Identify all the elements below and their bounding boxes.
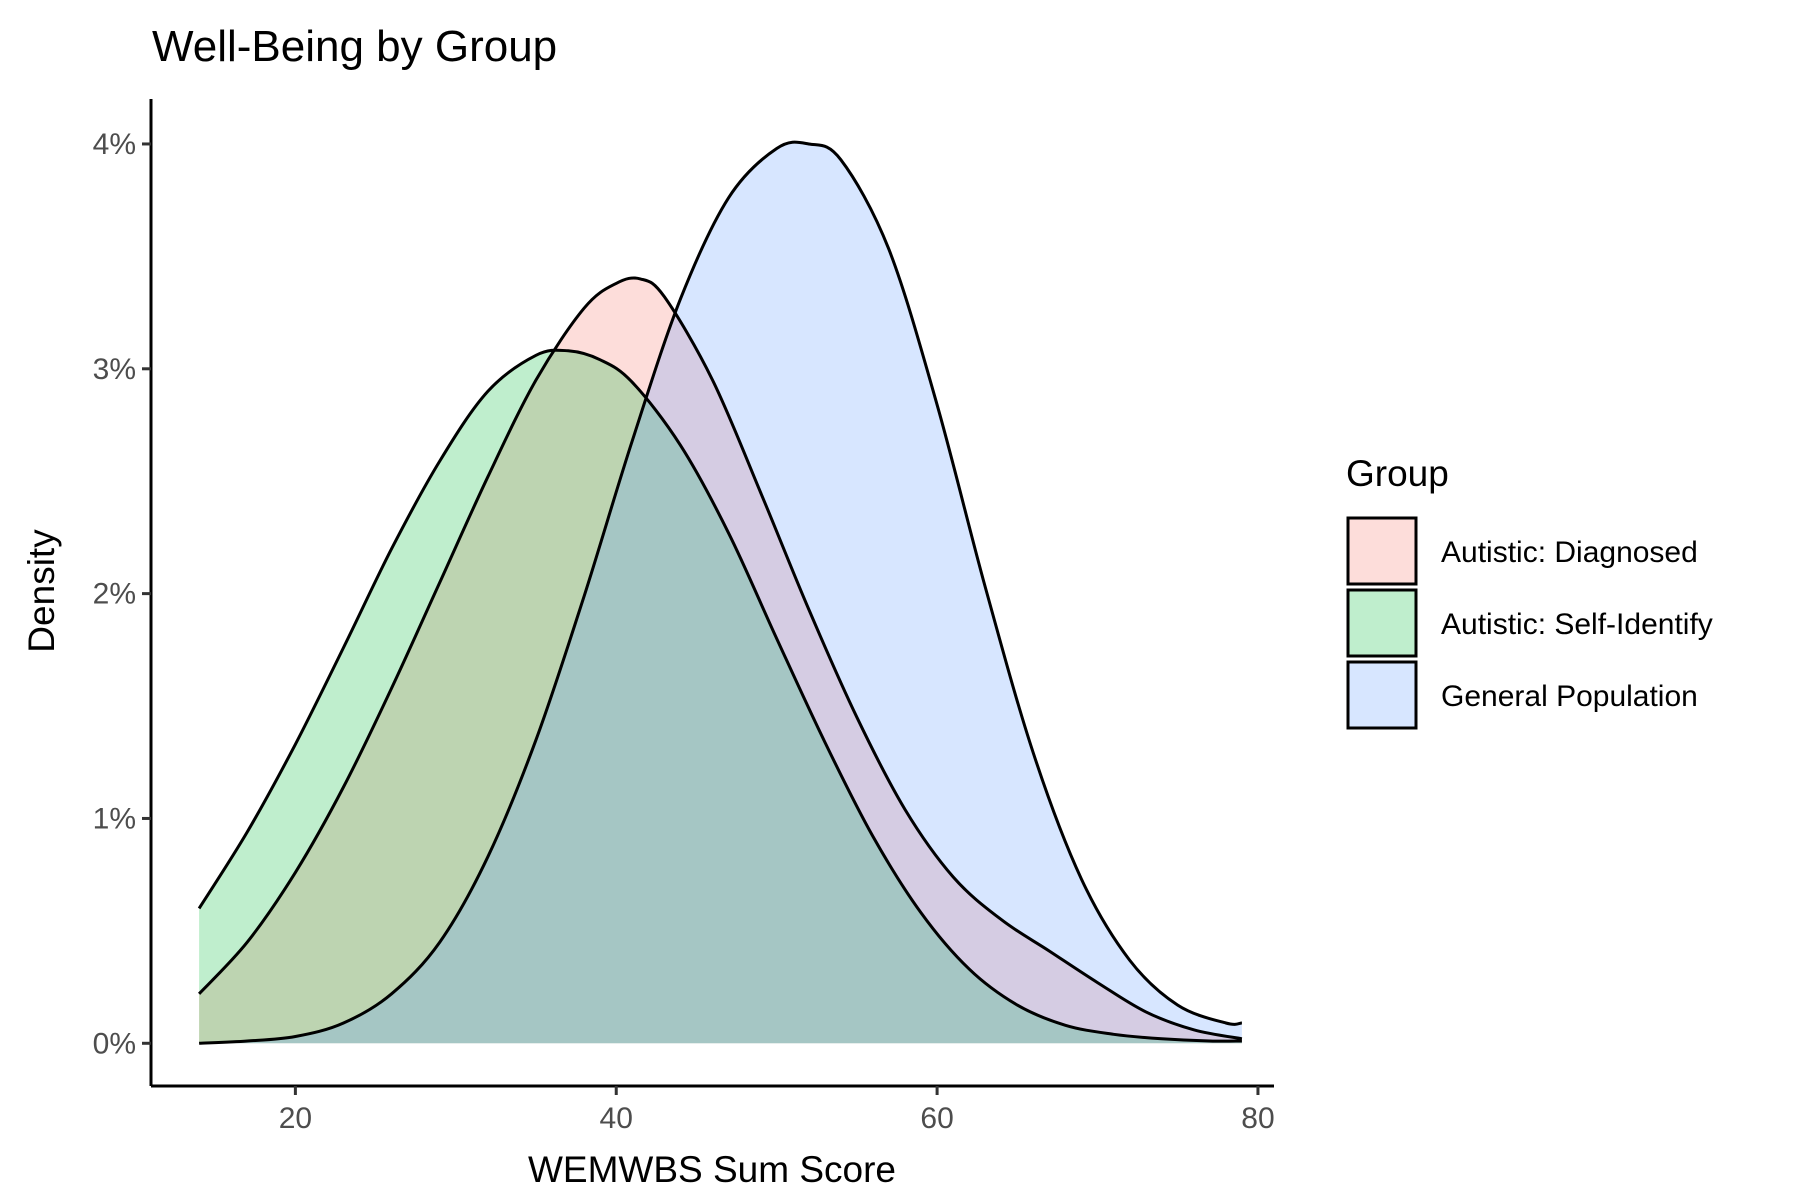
legend-title: Group	[1346, 453, 1449, 494]
y-axis-ticks: 0% 1% 2% 3% 4%	[93, 128, 151, 1060]
density-area-autistic-diagnosed	[199, 277, 1242, 1044]
legend-key	[1346, 660, 1418, 730]
density-area-autistic-self-identify	[199, 350, 1242, 1044]
y-tick-label: 3%	[93, 353, 136, 386]
chart-title: Well-Being by Group	[152, 22, 557, 71]
x-axis-title: WEMWBS Sum Score	[528, 1149, 896, 1190]
plot-area	[197, 140, 1243, 1045]
legend-key	[1346, 588, 1418, 658]
density-line-autistic-self-identify	[197, 348, 1242, 1043]
density-line-autistic-diagnosed	[198, 276, 1243, 1041]
density-outlines	[197, 140, 1243, 1045]
y-tick-label: 4%	[93, 128, 136, 161]
y-tick-label: 2%	[93, 578, 136, 611]
legend: Group Autistic: Diagnosed Autistic: Self-…	[1346, 453, 1713, 730]
x-tick-label: 60	[920, 1102, 953, 1135]
density-line-general-population	[199, 140, 1243, 1045]
legend-item-general-population: General Population	[1346, 660, 1698, 730]
legend-items: Autistic: Diagnosed Autistic: Self-Identi…	[1346, 516, 1713, 730]
legend-item-autistic-diagnosed: Autistic: Diagnosed	[1346, 516, 1698, 586]
density-area-general-population	[199, 142, 1242, 1044]
legend-label: Autistic: Diagnosed	[1441, 536, 1698, 569]
x-axis-ticks: 20 40 60 80	[279, 1086, 1275, 1135]
x-tick-label: 20	[279, 1102, 312, 1135]
legend-label: Autistic: Self-Identify	[1441, 608, 1713, 641]
x-tick-label: 40	[600, 1102, 633, 1135]
legend-label: General Population	[1441, 680, 1698, 713]
x-tick-label: 80	[1241, 1102, 1274, 1135]
legend-key	[1346, 516, 1418, 586]
density-areas	[199, 142, 1242, 1044]
y-tick-label: 0%	[93, 1027, 136, 1060]
y-tick-label: 1%	[93, 802, 136, 835]
y-axis-title: Density	[21, 529, 62, 653]
legend-item-autistic-self-identify: Autistic: Self-Identify	[1346, 588, 1713, 658]
